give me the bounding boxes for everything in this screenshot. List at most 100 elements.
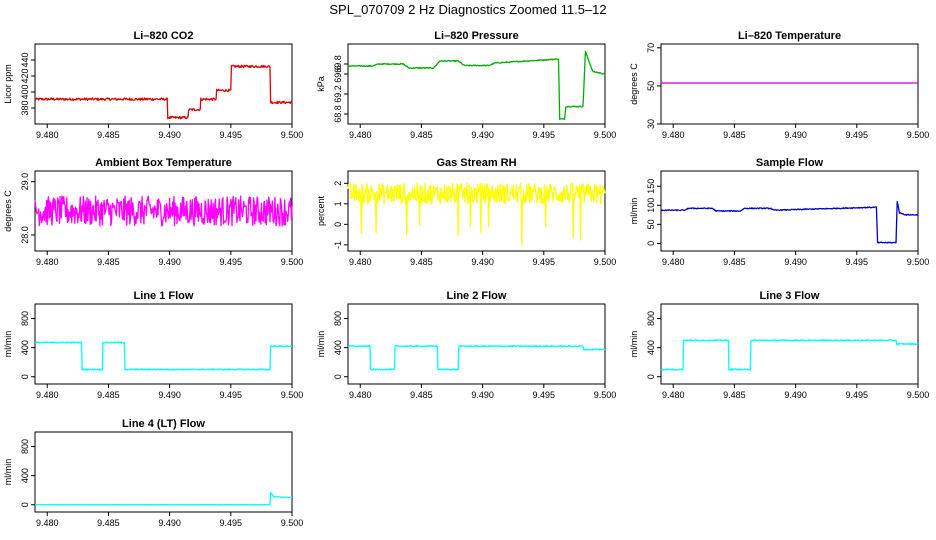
x-tick-label: 9.480 bbox=[662, 390, 685, 400]
panel-title: Sample Flow bbox=[756, 157, 824, 169]
x-tick-label: 9.500 bbox=[281, 518, 304, 528]
plot-frame bbox=[347, 43, 606, 125]
y-axis-label: ml/min bbox=[316, 331, 326, 358]
y-axis-label: degrees C bbox=[3, 190, 13, 232]
x-tick-label: 9.480 bbox=[36, 257, 59, 267]
x-tick-label: 9.500 bbox=[907, 257, 930, 267]
x-tick-label: 9.495 bbox=[533, 257, 556, 267]
y-tick-label: 0 bbox=[646, 374, 656, 379]
y-tick-label: 70 bbox=[646, 43, 656, 53]
y-tick-label: 800 bbox=[333, 311, 343, 326]
y-tick-label: 440 bbox=[20, 52, 30, 67]
y-tick-label: 400 bbox=[333, 340, 343, 355]
x-tick-label: 9.490 bbox=[784, 257, 807, 267]
panel-2: Li–820 Temperature 9.480 9.485 9.490 9.495 9.… bbox=[629, 30, 929, 140]
x-tick-label: 9.480 bbox=[36, 390, 59, 400]
panel-4: Gas Stream RH 9.480 9.485 9.490 9.495 9.500 -1… bbox=[316, 157, 616, 267]
y-tick-label: 420 bbox=[20, 68, 30, 83]
plot-frame bbox=[660, 170, 919, 252]
x-tick-label: 9.485 bbox=[97, 130, 120, 140]
series-line bbox=[34, 341, 293, 371]
x-tick-label: 9.500 bbox=[281, 390, 304, 400]
series-line bbox=[347, 182, 606, 246]
y-tick-label: 50 bbox=[646, 219, 656, 229]
y-tick-label: 68.8 bbox=[333, 105, 343, 123]
panel-title: Gas Stream RH bbox=[436, 157, 516, 169]
x-tick-label: 9.490 bbox=[158, 390, 181, 400]
plot-frame bbox=[34, 431, 293, 513]
x-tick-label: 9.480 bbox=[662, 130, 685, 140]
x-tick-label: 9.480 bbox=[662, 257, 685, 267]
y-tick-label: 0 bbox=[333, 374, 343, 379]
x-tick-label: 9.485 bbox=[410, 130, 433, 140]
y-tick-label: 2 bbox=[333, 181, 343, 186]
panel-title: Line 2 Flow bbox=[447, 290, 507, 302]
y-tick-label: 0 bbox=[333, 222, 343, 227]
panel-title: Line 4 (LT) Flow bbox=[122, 418, 205, 430]
x-tick-label: 9.495 bbox=[220, 518, 243, 528]
y-tick-label: 400 bbox=[20, 340, 30, 355]
plot-frame bbox=[347, 170, 606, 252]
y-tick-label: 380 bbox=[20, 100, 30, 115]
x-tick-label: 9.500 bbox=[594, 130, 617, 140]
y-tick-label: 0 bbox=[20, 502, 30, 507]
x-tick-label: 9.480 bbox=[349, 130, 372, 140]
y-tick-label: 29.0 bbox=[20, 173, 30, 191]
x-tick-label: 9.490 bbox=[784, 390, 807, 400]
y-axis-label: ml/min bbox=[3, 459, 13, 486]
x-tick-label: 9.500 bbox=[907, 130, 930, 140]
y-axis-label: ml/min bbox=[629, 331, 639, 358]
x-tick-label: 9.485 bbox=[723, 257, 746, 267]
panel-9: Line 4 (LT) Flow 9.480 9.485 9.490 9.495 9.50… bbox=[3, 418, 303, 528]
x-tick-label: 9.490 bbox=[158, 257, 181, 267]
panel-5: Sample Flow 9.480 9.485 9.490 9.495 9.500 0 50 1… bbox=[629, 157, 929, 267]
panel-title: Li–820 Pressure bbox=[434, 30, 518, 42]
series-line bbox=[660, 339, 919, 371]
y-tick-label: 0 bbox=[20, 374, 30, 379]
x-tick-label: 9.495 bbox=[220, 390, 243, 400]
series-line bbox=[347, 344, 606, 371]
y-tick-label: 800 bbox=[646, 311, 656, 326]
x-tick-label: 9.485 bbox=[723, 390, 746, 400]
x-tick-label: 9.490 bbox=[784, 130, 807, 140]
y-tick-label: 30 bbox=[646, 119, 656, 129]
panel-3: Ambient Box Temperature 9.480 9.485 9.490 9.… bbox=[3, 157, 303, 267]
x-tick-label: 9.490 bbox=[471, 257, 494, 267]
x-tick-label: 9.485 bbox=[97, 390, 120, 400]
y-tick-label: 50 bbox=[646, 81, 656, 91]
plot-frame bbox=[34, 303, 293, 385]
series-line bbox=[660, 200, 919, 244]
y-tick-label: 69.2 bbox=[333, 85, 343, 103]
panel-0: Li–820 CO2 9.480 9.485 9.490 9.495 9.500 38040… bbox=[3, 30, 303, 140]
x-tick-label: 9.490 bbox=[158, 518, 181, 528]
panel-title: Line 1 Flow bbox=[134, 290, 194, 302]
panel-7: Line 2 Flow 9.480 9.485 9.490 9.495 9.500 0 400… bbox=[316, 290, 616, 400]
y-tick-label: 28.0 bbox=[20, 226, 30, 244]
y-tick-label: 400 bbox=[20, 84, 30, 99]
x-tick-label: 9.480 bbox=[36, 518, 59, 528]
panel-title: Ambient Box Temperature bbox=[95, 157, 232, 169]
x-tick-label: 9.490 bbox=[471, 390, 494, 400]
plot-frame bbox=[660, 303, 919, 385]
x-tick-label: 9.500 bbox=[281, 130, 304, 140]
x-tick-label: 9.485 bbox=[97, 518, 120, 528]
y-tick-label: 400 bbox=[646, 340, 656, 355]
y-tick-label: 800 bbox=[20, 311, 30, 326]
panel-8: Line 3 Flow 9.480 9.485 9.490 9.495 9.500 0 400… bbox=[629, 290, 929, 400]
plot-frame bbox=[347, 303, 606, 385]
series-line bbox=[34, 491, 293, 506]
x-tick-label: 9.495 bbox=[220, 257, 243, 267]
y-axis-label: degrees C bbox=[629, 63, 639, 105]
panel-1: Li–820 Pressure 9.480 9.485 9.490 9.495 9.500… bbox=[316, 30, 616, 140]
x-tick-label: 9.480 bbox=[36, 130, 59, 140]
panel-title: Line 3 Flow bbox=[760, 290, 820, 302]
x-tick-label: 9.490 bbox=[471, 130, 494, 140]
y-tick-label: 400 bbox=[20, 468, 30, 483]
plot-frame bbox=[34, 43, 293, 125]
y-axis-label: Licor ppm bbox=[3, 64, 13, 104]
y-tick-label: -1 bbox=[333, 241, 343, 249]
y-tick-label: 1 bbox=[333, 201, 343, 206]
x-tick-label: 9.495 bbox=[533, 390, 556, 400]
x-tick-label: 9.495 bbox=[846, 390, 869, 400]
x-tick-label: 9.480 bbox=[349, 390, 372, 400]
